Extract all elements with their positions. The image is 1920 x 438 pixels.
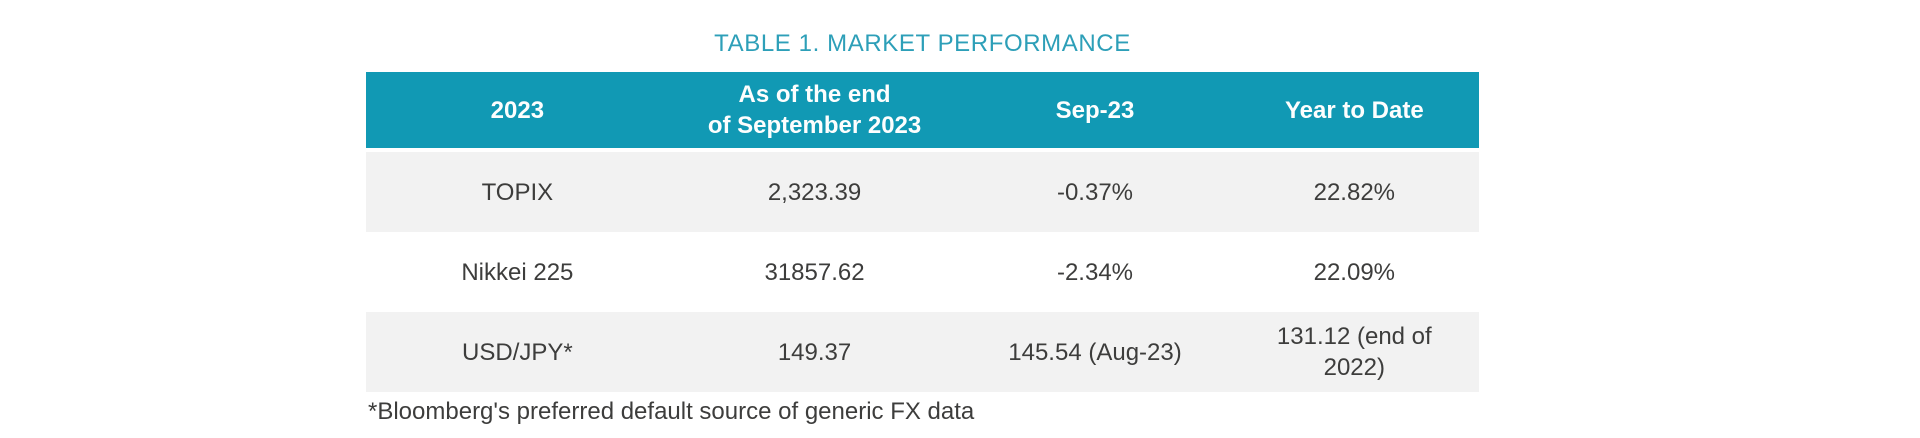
header-cell-year-to-date: Year to Date: [1284, 96, 1424, 124]
cell-usdjpy-level: 149.37: [777, 338, 852, 366]
table-row-usdjpy: USD/JPY* 149.37 145.54 (Aug-23) 131.12 (…: [366, 312, 1479, 392]
table-header-row: 2023 As of the end of September 2023 Sep…: [366, 72, 1479, 148]
header-cell-as-of-end-september: As of the end of September 2023: [707, 81, 922, 139]
cell-usdjpy-aug23: 145.54 (Aug-23): [1008, 338, 1182, 366]
cell-nikkei-monthly-change: -2.34%: [1056, 258, 1134, 286]
header-cell-year: 2023: [490, 96, 545, 124]
table-row-nikkei: Nikkei 225 31857.62 -2.34% 22.09%: [366, 232, 1479, 312]
cell-usdjpy-label: USD/JPY*: [462, 338, 573, 366]
table-title: TABLE 1. MARKET PERFORMANCE: [714, 30, 1131, 57]
market-performance-table: 2023 As of the end of September 2023 Sep…: [366, 72, 1479, 392]
table-row-topix: TOPIX 2,323.39 -0.37% 22.82%: [366, 152, 1479, 232]
cell-nikkei-label: Nikkei 225: [461, 258, 574, 286]
header-cell-sep-23: Sep-23: [1055, 96, 1135, 124]
cell-nikkei-ytd: 22.09%: [1313, 258, 1396, 286]
bloomberg-footnote: *Bloomberg's preferred default source of…: [368, 398, 975, 425]
cell-topix-level: 2,323.39: [767, 178, 862, 206]
cell-nikkei-level: 31857.62: [764, 258, 865, 286]
cell-topix-monthly-change: -0.37%: [1056, 178, 1134, 206]
cell-topix-ytd: 22.82%: [1313, 178, 1396, 206]
cell-usdjpy-end-2022: 131.12 (end of 2022): [1276, 323, 1432, 381]
cell-topix-label: TOPIX: [481, 178, 554, 206]
